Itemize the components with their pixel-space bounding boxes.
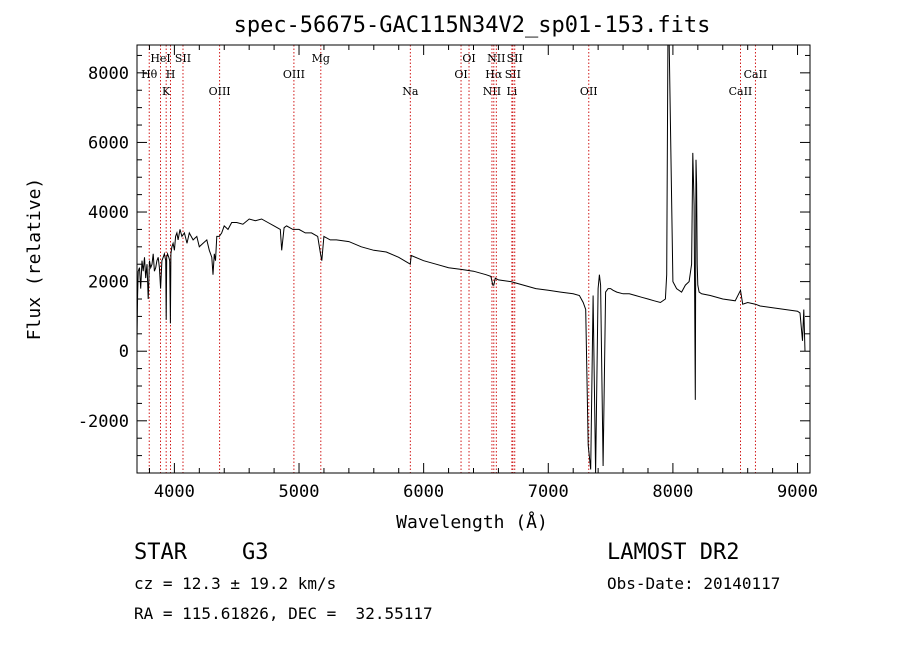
line-marker-label: Hα: [485, 68, 503, 81]
emission-line-markers: Hθ HeI KH SII OIII OIII Mg Na OI OI NII Hα NII Li SII S…: [141, 45, 767, 473]
line-marker-label: K: [162, 85, 171, 98]
line-marker-label: NII: [487, 52, 505, 65]
axis-ticks: 4000 5000 6000 7000 8000 9000 -2000 0 2000 4000 60…: [78, 45, 818, 502]
line-marker-label: OIII: [283, 68, 305, 81]
obs-date-text: Obs-Date: 20140117: [607, 574, 781, 593]
line-marker-label: NII: [483, 85, 501, 98]
y-tick-label: 8000: [88, 64, 129, 84]
plot-frame: [136, 44, 811, 474]
y-tick-label: 6000: [88, 133, 129, 153]
y-axis-label: Flux (relative): [24, 178, 45, 341]
object-subclass: G3: [242, 540, 269, 565]
x-tick-label: 4000: [154, 482, 195, 502]
y-tick-label: 0: [119, 342, 129, 362]
survey-name: LAMOST DR2: [607, 540, 740, 565]
line-marker-label: SII: [505, 68, 521, 81]
line-marker-label: OI: [462, 52, 475, 65]
y-tick-label: -2000: [78, 412, 129, 432]
line-marker-label: OI: [454, 68, 467, 81]
x-tick-label: 7000: [528, 482, 569, 502]
x-tick-label: 9000: [777, 482, 818, 502]
line-marker-label: SII: [507, 52, 523, 65]
line-marker-label: Mg: [312, 52, 330, 65]
y-tick-label: 2000: [88, 273, 129, 293]
spectrum-line: [136, 44, 806, 474]
line-marker-label: Hθ: [141, 68, 158, 81]
line-marker-label: OIII: [209, 85, 231, 98]
x-tick-label: 5000: [279, 482, 320, 502]
line-marker-label: H: [166, 68, 176, 81]
line-marker-label: Na: [402, 85, 419, 98]
line-marker-label: CaII: [744, 68, 768, 81]
redshift-text: cz = 12.3 ± 19.2 km/s: [134, 574, 337, 593]
x-tick-label: 6000: [403, 482, 444, 502]
coordinates-text: RA = 115.61826, DEC = 32.55117: [134, 604, 433, 623]
spectrum-chart: spec-56675-GAC115N34V2_sp01-153.fits HθH…: [24, 13, 818, 533]
x-axis-label: Wavelength (Å): [396, 511, 548, 533]
object-class: STAR: [134, 540, 187, 565]
line-marker-label: Li: [506, 85, 517, 98]
line-marker-label: SII: [175, 52, 191, 65]
chart-title: spec-56675-GAC115N34V2_sp01-153.fits: [234, 13, 711, 38]
line-marker-label: CaII: [729, 85, 753, 98]
x-tick-label: 8000: [652, 482, 693, 502]
y-tick-label: 4000: [88, 203, 129, 223]
line-marker-label: OII: [580, 85, 598, 98]
line-marker-label: HeI: [150, 52, 170, 65]
